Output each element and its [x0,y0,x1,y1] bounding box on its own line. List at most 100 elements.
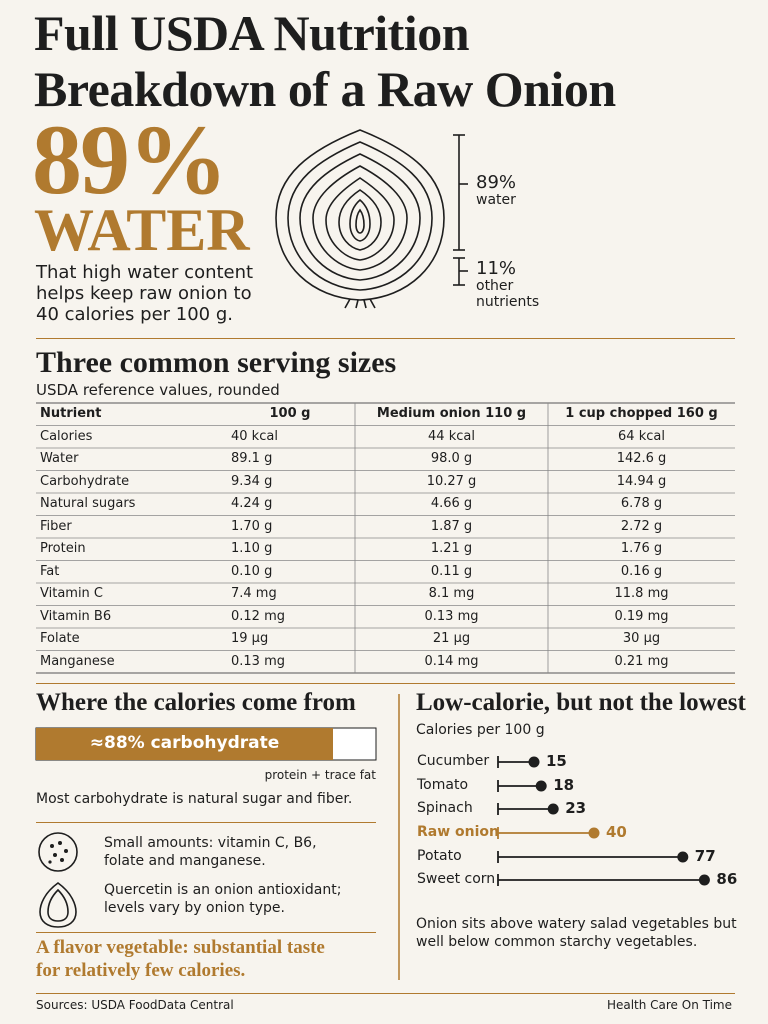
category-label: Potato [417,848,462,864]
table-cell: 0.12 mg [231,608,285,624]
item-text: Quercetin is an onion antioxidant; [104,882,342,898]
table-cell: 11.8 mg [614,586,669,601]
brand: Health Care On Time [606,998,732,1012]
table-cell: 0.14 mg [424,653,479,669]
category-label: Spinach [417,800,473,816]
other-label: other [476,278,514,294]
table-cell: 1.87 g [430,518,473,534]
note: Most carbohydrate is natural sugar and f… [36,791,353,807]
table-cell: Vitamin B6 [40,608,112,624]
section-title: Where the calories come from [36,689,356,716]
table-cell: 30 µg [622,631,661,646]
rest-label: protein + trace fat [264,768,376,782]
rule [36,683,735,684]
column-header: Nutrient [40,406,102,421]
table-cell: 142.6 g [616,451,667,466]
table-cell: 0.10 g [231,563,273,579]
callout: for relatively few calories. [36,960,246,981]
column-header: 1 cup chopped 160 g [565,406,718,421]
table-cell: 0.11 g [430,563,473,579]
table-cell: 0.21 mg [614,653,669,669]
table-cell: 64 kcal [618,428,665,444]
carb-bar [36,728,333,760]
other-percent: 11% [476,258,517,279]
table-cell: 0.13 mg [424,608,479,624]
title: Full USDA Nutrition [34,5,470,61]
value-label: 15 [546,752,567,770]
table-cell: 4.66 g [430,496,473,511]
hero-percent: 89% [32,104,228,215]
table-cell: Protein [40,541,86,556]
table-cell: 21 µg [432,631,471,646]
value-label: 86 [716,870,738,888]
item-text: Small amounts: vitamin C, B6, [104,835,317,851]
table-cell: Calories [40,428,93,444]
hero-word: WATER [34,197,250,263]
table-cell: 19 µg [231,631,269,646]
rule [36,822,376,823]
source: Sources: USDA FoodData Central [36,998,234,1012]
lollipop-dot [588,827,600,839]
bar-label: ≈88% carbohydrate [89,733,280,753]
section-subtitle: USDA reference values, rounded [36,381,280,399]
table-cell: 1.76 g [620,541,663,556]
rule [36,993,735,994]
hero-text: helps keep raw onion to [36,283,252,304]
table-cell: 10.27 g [426,473,477,489]
value-label: 77 [694,847,716,865]
column-header: Medium onion 110 g [376,406,527,421]
table-cell: Carbohydrate [40,473,130,489]
table-cell: 1.10 g [231,541,273,556]
table-cell: 89.1 g [231,451,273,466]
hero-text: 40 calories per 100 g. [36,304,233,325]
section-title: Low-calorie, but not the lowest [416,689,746,716]
section-subtitle: Calories per 100 g [416,722,545,738]
category-label: Cucumber [417,753,490,769]
table-cell: 98.0 g [430,451,473,466]
value-label: 18 [553,776,575,794]
item-text: levels vary by onion type. [104,900,285,916]
item-text: folate and manganese. [104,853,266,869]
icons [38,832,78,928]
table-cell: 2.72 g [620,518,663,534]
category-label: Raw onion [417,824,500,840]
table-cell: 0.13 mg [231,653,285,669]
onion-icon [275,129,468,309]
table-cell: 0.16 g [620,563,663,579]
table-cell: 40 kcal [231,428,278,444]
table-cell: Manganese [40,653,115,669]
table-cell: Vitamin C [40,586,104,601]
lollipop-dot [547,803,559,815]
column-header: 100 g [269,406,311,421]
rule [36,932,376,933]
callout: A flavor vegetable: substantial taste [36,937,325,958]
table-cell: Water [40,451,79,466]
water-label: water [476,192,516,208]
table-cell: 1.21 g [430,541,473,556]
table-cell: 7.4 mg [231,586,277,601]
lollipop-dot [677,851,689,863]
table-cell: 6.78 g [620,496,663,511]
table-cell: Folate [40,631,80,646]
title: Breakdown of a Raw Onion [34,61,616,117]
lollipop-dot [535,780,547,792]
section-title: Three common serving sizes [36,346,397,379]
note: Onion sits above watery salad vegetables… [416,916,737,932]
other-label: nutrients [476,294,540,310]
category-label: Tomato [417,777,469,793]
table-cell: 4.24 g [231,496,273,511]
value-label: 40 [606,823,627,841]
value-label: 23 [565,799,587,817]
note: well below common starchy vegetables. [416,934,698,950]
table-cell: 8.1 mg [428,586,475,601]
table-cell: Natural sugars [40,496,136,511]
table-cell: 9.34 g [231,473,273,489]
rule [36,338,735,339]
table-cell: Fiber [40,518,72,534]
table-cell: 44 kcal [428,428,475,444]
table-cell: Fat [40,563,60,579]
table-cell: 14.94 g [616,473,667,489]
category-label: Sweet corn [417,871,496,887]
